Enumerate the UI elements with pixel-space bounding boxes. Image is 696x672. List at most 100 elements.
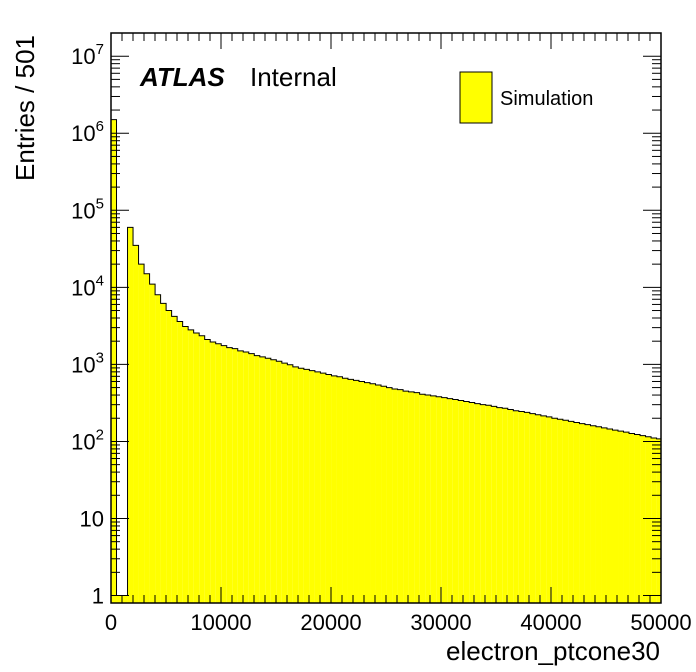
histogram-bar-71 [502,408,508,603]
histogram-bar-55 [414,392,420,603]
histogram-bar-82 [562,420,569,603]
histogram-bar-18 [210,342,216,603]
histogram-bar-87 [590,425,596,603]
histogram-bar-85 [579,423,585,603]
histogram-bar-91 [612,430,619,603]
x-tick-label-1: 10000 [190,610,251,635]
histogram-bar-5 [138,264,145,603]
histogram-bar-51 [392,388,398,603]
histogram-bar-2 [122,595,128,603]
histogram-bar-72 [507,409,514,603]
histogram-bar-60 [441,397,448,603]
histogram-bar-75 [524,412,530,603]
histogram-outline [110,119,662,603]
histogram-bar-26 [254,355,260,603]
histogram-bar-68 [485,405,492,603]
histogram-bar-39 [325,374,332,603]
histogram-bar-1 [116,595,123,603]
histogram-bar-0 [111,119,117,604]
histogram-bar-35 [303,369,310,603]
histogram-bar-98 [651,437,657,603]
histogram-bar-4 [133,245,139,604]
histogram-bar-86 [584,424,591,603]
histogram-bar-25 [248,353,255,603]
histogram-bar-33 [292,366,299,603]
legend: Simulation [459,71,593,124]
histogram-bar-92 [618,431,624,603]
axis-ticks [110,32,662,603]
histogram-bar-6 [144,273,150,603]
histogram-bar-20 [221,345,227,603]
histogram-bar-46 [364,382,371,603]
internal-label: Internal [250,62,337,92]
histogram-bar-29 [270,359,277,603]
histogram-bar-57 [425,395,431,603]
histogram-bar-12 [177,321,183,603]
legend-label-simulation: Simulation [500,88,593,110]
histogram-bar-30 [276,361,282,603]
histogram-bar-93 [623,432,630,603]
histogram-bar-49 [381,386,387,603]
histogram-bar-66 [474,403,481,603]
histogram-bar-83 [568,421,574,603]
x-tick-label-0: 0 [105,610,117,635]
histogram-bar-79 [546,416,552,603]
histogram-bar-24 [243,351,249,603]
legend-swatch-simulation [459,71,493,124]
x-tick-label-5: 50000 [630,610,691,635]
y-tick-label-5: 105 [71,195,104,223]
histogram-bar-11 [171,316,178,603]
histogram-bar-19 [215,343,222,603]
histogram-bar-53 [403,391,409,603]
histogram-bar-38 [320,373,326,603]
histogram-bar-97 [645,436,652,603]
histogram-bar-99 [656,438,661,603]
histogram-bar-67 [480,404,486,603]
histogram-bar-81 [557,419,563,603]
histogram-bar-3 [127,227,134,603]
histogram-bar-40 [331,375,337,603]
histogram-bar-44 [353,380,359,603]
x-tick-label-2: 20000 [300,610,361,635]
y-tick-label-1: 10 [80,506,104,531]
histogram-bar-22 [232,348,238,603]
histogram-bar-50 [386,387,393,603]
histogram-bar-76 [529,413,536,603]
histogram-bar-45 [359,381,365,603]
histogram-bar-56 [419,394,426,603]
histogram-bar-74 [518,411,525,603]
histogram-bar-9 [160,303,167,603]
histogram-bar-90 [606,429,613,603]
histogram-bar-42 [342,378,348,603]
histogram-bar-36 [309,370,315,603]
y-tick-label-6: 106 [71,118,104,146]
histogram-bar-27 [259,356,266,603]
histogram-bar-23 [237,350,244,603]
y-tick-label-3: 103 [71,349,104,377]
histogram-bar-59 [436,396,442,603]
histogram-bar-63 [458,400,464,603]
y-tick-label-2: 102 [71,426,104,454]
histogram-bar-14 [188,329,194,603]
histogram-bar-94 [629,433,635,603]
histogram-bar-65 [469,402,475,603]
histogram-bar-17 [204,339,211,603]
x-tick-label-4: 40000 [520,610,581,635]
x-tick-labels: 0 10000 20000 30000 40000 50000 [105,610,692,635]
histogram-bar-13 [182,326,189,603]
atlas-label: ATLAS [139,62,225,92]
histogram-bar-34 [298,368,304,603]
histogram-bar-48 [375,385,382,603]
histogram-bar-62 [452,399,459,603]
histogram-bar-95 [634,434,641,603]
histogram-bar-88 [595,426,602,603]
histogram-bar-10 [166,310,172,603]
histogram-bar-52 [397,389,404,603]
histogram-bars [110,119,662,604]
histogram-bar-31 [281,363,288,603]
histogram-bar-28 [265,358,271,603]
histogram-bar-78 [540,415,547,603]
histogram-bar-15 [193,333,200,603]
histogram-bar-41 [336,376,343,603]
